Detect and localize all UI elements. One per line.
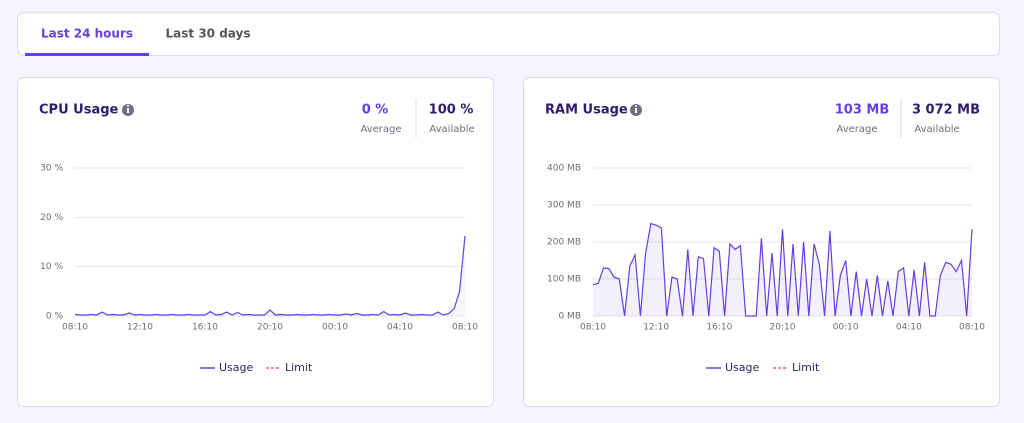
- x-tick-label: 04:10: [387, 323, 413, 333]
- tab[interactable]: Last 30 days: [166, 27, 251, 41]
- stat-value: 103 MB: [835, 103, 890, 118]
- stat-label: Average: [360, 124, 401, 135]
- y-tick-label: 10 %: [40, 262, 63, 272]
- usage-line: [74, 236, 466, 316]
- tab-indicator: [25, 53, 149, 56]
- y-tick-label: 100 MB: [547, 275, 581, 285]
- stat-label: Available: [914, 124, 959, 135]
- y-tick-label: 0 MB: [558, 312, 581, 322]
- x-tick-label: 20:10: [257, 323, 283, 333]
- info-icon-dot: [127, 105, 129, 107]
- x-tick-label: 00:10: [833, 323, 859, 333]
- info-icon-dot: [635, 105, 637, 107]
- tab[interactable]: Last 24 hours: [41, 27, 133, 41]
- y-tick-label: 200 MB: [547, 238, 581, 248]
- y-tick-label: 0 %: [46, 312, 64, 322]
- x-tick-label: 16:10: [706, 323, 732, 333]
- usage-line: [592, 222, 973, 317]
- usage-area: [593, 223, 972, 316]
- info-icon-bar: [635, 108, 637, 113]
- stat-value: 3 072 MB: [912, 103, 980, 118]
- legend-label[interactable]: Usage: [219, 361, 254, 374]
- legend-label[interactable]: Usage: [725, 361, 760, 374]
- card-title: RAM Usage: [545, 103, 628, 118]
- tab-bar: [17, 12, 1000, 56]
- x-tick-label: 12:10: [643, 323, 669, 333]
- y-tick-label: 30 %: [40, 164, 63, 174]
- stat-value: 100 %: [429, 103, 474, 118]
- x-tick-label: 08:10: [62, 323, 88, 333]
- stat-value: 0 %: [362, 103, 389, 118]
- y-tick-label: 20 %: [40, 213, 63, 223]
- stat-label: Available: [429, 124, 474, 135]
- y-tick-label: 400 MB: [547, 164, 581, 174]
- x-tick-label: 20:10: [770, 323, 796, 333]
- legend-label[interactable]: Limit: [285, 361, 313, 374]
- x-tick-label: 08:10: [959, 323, 985, 333]
- stat-label: Average: [836, 124, 877, 135]
- x-tick-label: 16:10: [192, 323, 218, 333]
- x-tick-label: 08:10: [452, 323, 478, 333]
- x-tick-label: 12:10: [127, 323, 153, 333]
- x-tick-label: 04:10: [896, 323, 922, 333]
- x-tick-label: 00:10: [322, 323, 348, 333]
- card-title: CPU Usage: [39, 103, 119, 118]
- y-tick-label: 300 MB: [547, 201, 581, 211]
- legend-label[interactable]: Limit: [792, 361, 820, 374]
- cpu-card: [17, 77, 494, 407]
- x-tick-label: 08:10: [580, 323, 606, 333]
- info-icon-bar: [127, 108, 129, 113]
